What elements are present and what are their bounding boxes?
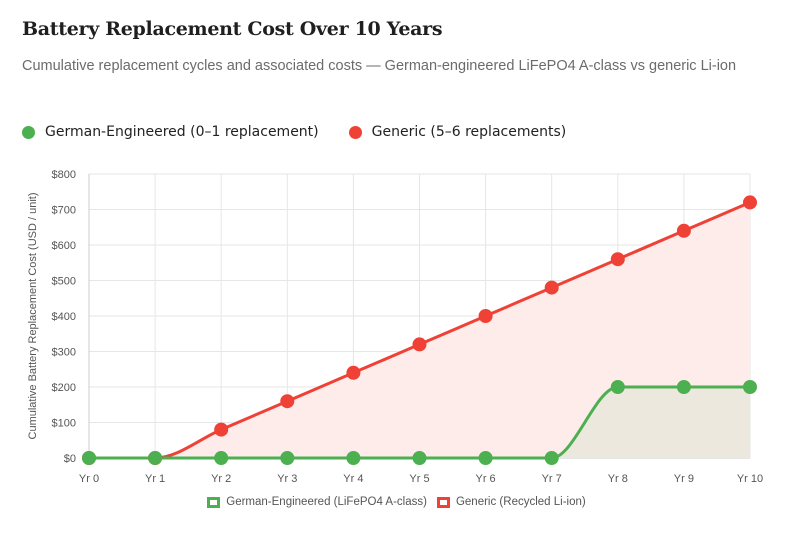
green-box-icon [207,496,221,508]
data-point[interactable] [676,380,691,394]
data-point[interactable] [280,394,295,409]
x-tick-label: Yr 6 [476,473,496,485]
green-dot-icon [22,125,35,139]
y-tick-label: $200 [52,382,76,394]
top-legend-item-german[interactable]: German-Engineered (0–1 replacement) [22,124,319,140]
data-point[interactable] [478,309,493,323]
x-tick-label: Yr 1 [145,473,165,485]
data-point[interactable] [412,451,427,465]
y-tick-label: $600 [52,240,76,252]
data-point[interactable] [214,422,229,437]
x-tick-label: Yr 2 [211,473,231,485]
data-point[interactable] [676,223,691,238]
x-tick-label: Yr 3 [277,473,297,485]
x-tick-label: Yr 5 [409,473,429,485]
data-point[interactable] [346,365,361,380]
series-area-fill [89,202,750,458]
data-point[interactable] [610,252,625,267]
data-point[interactable] [214,451,229,465]
red-dot-icon [348,125,362,139]
bottom-legend-item-german[interactable]: German-Engineered (LiFePO4 A-class) [207,496,427,508]
bottom-legend-label: Generic (Recycled Li-ion) [455,496,586,508]
y-tick-label: $400 [52,311,76,323]
y-tick-label: $800 [52,169,76,181]
data-point[interactable] [544,280,559,295]
bottom-legend-item-generic[interactable]: Generic (Recycled Li-ion) [436,496,586,508]
data-point[interactable] [544,451,559,465]
series-area-fill [89,387,750,458]
bottom-legend-label: German-Engineered (LiFePO4 A-class) [226,496,427,508]
data-point[interactable] [280,451,295,465]
x-tick-label: Yr 9 [674,473,694,485]
bottom-legend: German-Engineered (LiFePO4 A-class) Gene… [0,496,793,508]
chart-title: Battery Replacement Cost Over 10 Years [22,18,443,40]
data-point[interactable] [346,451,361,465]
data-point[interactable] [743,195,757,210]
data-point[interactable] [610,380,625,394]
data-point[interactable] [478,451,493,465]
data-point[interactable] [743,380,757,394]
y-tick-label: $0 [64,453,76,465]
x-tick-label: Yr 8 [608,473,628,485]
y-tick-label: $500 [52,276,76,288]
top-legend-item-generic[interactable]: Generic (5–6 replacements) [348,124,567,140]
y-tick-label: $700 [52,205,76,217]
y-tick-label: $100 [52,418,76,430]
x-tick-label: Yr 0 [79,473,99,485]
red-box-icon [436,496,450,508]
top-legend-label: German-Engineered (0–1 replacement) [45,124,319,140]
x-tick-label: Yr 10 [737,473,763,485]
y-tick-label: $300 [52,347,76,359]
x-tick-label: Yr 4 [343,473,363,485]
chart-subtitle: Cumulative replacement cycles and associ… [22,58,737,74]
y-axis-title: Cumulative Battery Replacement Cost (USD… [27,193,39,440]
x-tick-label: Yr 7 [542,473,562,485]
data-point[interactable] [82,451,96,465]
data-point[interactable] [412,337,427,352]
top-legend-label: Generic (5–6 replacements) [371,124,567,140]
top-legend: German-Engineered (0–1 replacement) Gene… [22,124,566,140]
data-point[interactable] [148,451,163,465]
